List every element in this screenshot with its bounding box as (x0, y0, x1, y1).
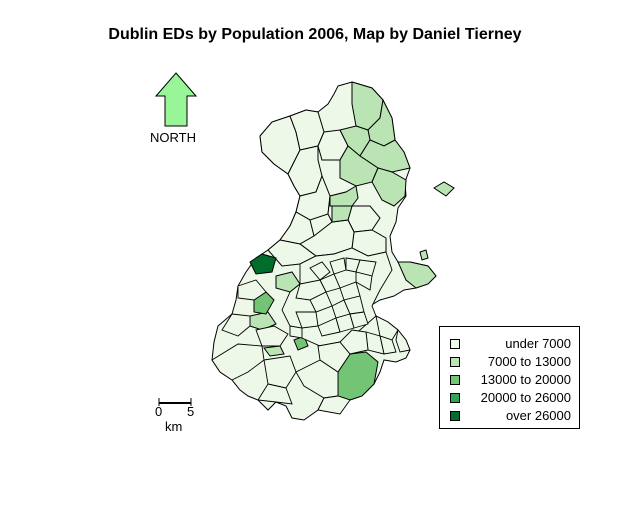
legend-label: 7000 to 13000 (487, 354, 571, 369)
choropleth-band-2 (249, 81, 455, 357)
legend: under 7000 7000 to 13000 13000 to 20000 … (439, 326, 580, 429)
legend-item: 7000 to 13000 (440, 353, 579, 371)
legend-item: 13000 to 20000 (440, 371, 579, 389)
legend-label: 13000 to 20000 (480, 372, 571, 387)
legend-item: 20000 to 26000 (440, 389, 579, 407)
map-title: Dublin EDs by Population 2006, Map by Da… (108, 26, 522, 43)
north-arrow-icon (154, 72, 198, 127)
legend-item: under 7000 (440, 335, 579, 353)
legend-swatch (450, 357, 460, 367)
scale-min-label: 0 (155, 404, 163, 419)
legend-label: over 26000 (505, 408, 571, 423)
legend-swatch (450, 393, 460, 403)
legend-swatch (450, 339, 460, 349)
choropleth-band-3 (253, 291, 379, 401)
choropleth-band-5 (249, 253, 277, 275)
north-label: NORTH (150, 130, 196, 145)
legend-swatch (450, 411, 460, 421)
legend-label: 20000 to 26000 (480, 390, 571, 405)
legend-item: over 26000 (440, 407, 579, 425)
scale-unit-label: km (165, 419, 183, 434)
legend-swatch (450, 375, 460, 385)
islands (419, 249, 429, 261)
legend-label: under 7000 (505, 336, 571, 351)
inner-city-eds (211, 247, 411, 415)
scale-max-label: 5 (187, 404, 195, 419)
